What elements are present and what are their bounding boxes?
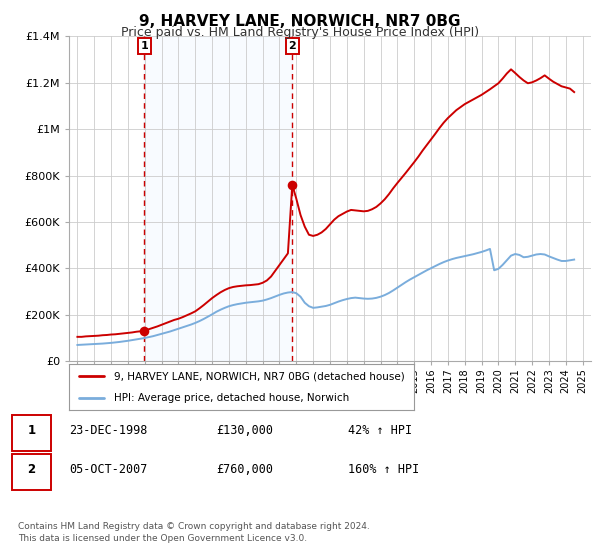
Text: 23-DEC-1998: 23-DEC-1998: [69, 424, 148, 437]
Text: HPI: Average price, detached house, Norwich: HPI: Average price, detached house, Norw…: [114, 393, 349, 403]
Text: £760,000: £760,000: [216, 463, 273, 477]
Text: 9, HARVEY LANE, NORWICH, NR7 0BG (detached house): 9, HARVEY LANE, NORWICH, NR7 0BG (detach…: [114, 371, 404, 381]
Bar: [144, 36, 292, 361]
Text: Price paid vs. HM Land Registry's House Price Index (HPI): Price paid vs. HM Land Registry's House …: [121, 26, 479, 39]
Text: 2: 2: [289, 41, 296, 52]
Text: 160% ↑ HPI: 160% ↑ HPI: [348, 463, 419, 477]
Text: 1: 1: [140, 41, 148, 52]
Text: Contains HM Land Registry data © Crown copyright and database right 2024.
This d: Contains HM Land Registry data © Crown c…: [18, 522, 370, 543]
Text: 05-OCT-2007: 05-OCT-2007: [69, 463, 148, 477]
Point: [139, 326, 149, 335]
Text: £130,000: £130,000: [216, 424, 273, 437]
Text: 42% ↑ HPI: 42% ↑ HPI: [348, 424, 412, 437]
Text: 2: 2: [28, 463, 35, 477]
Point: [287, 180, 297, 189]
Text: 9, HARVEY LANE, NORWICH, NR7 0BG: 9, HARVEY LANE, NORWICH, NR7 0BG: [139, 14, 461, 29]
Text: 1: 1: [28, 424, 35, 437]
